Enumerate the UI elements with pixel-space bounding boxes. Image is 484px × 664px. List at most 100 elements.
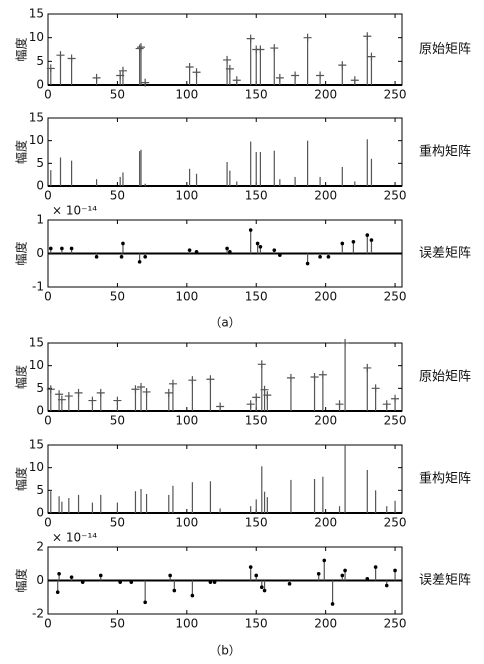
y-tick-label: 15 [29,438,44,452]
stem-marker [316,572,321,576]
stem-marker [141,78,150,87]
stem-marker [275,73,284,82]
x-tick-label: 150 [245,88,268,102]
stem [343,568,347,581]
x-tick-label: 200 [314,290,337,304]
stem [194,250,199,254]
stem-marker [69,575,74,579]
stem [330,580,335,606]
stem-marker [69,246,74,251]
stem-marker [168,379,177,388]
stem-marker [216,402,225,411]
stem-marker [248,565,253,569]
x-tick-label: 0 [44,290,52,304]
stem-marker [172,588,177,593]
y-tick-label: 0 [36,573,44,587]
y-tick-label: 10 [29,30,44,44]
stem-marker [55,590,60,595]
stem-marker [121,241,125,246]
stem [67,54,76,85]
stem [258,245,263,254]
x-tick-label: 0 [44,516,52,530]
stem [246,400,255,411]
stem [96,388,105,411]
stem [118,580,122,584]
stem [88,396,97,411]
stem-marker [340,573,345,578]
stem [248,565,253,581]
stem [143,580,147,605]
stem [80,580,85,584]
stem-marker [119,255,124,259]
stem [192,68,201,85]
y-tick-label: 10 [29,460,44,474]
stem [252,45,261,85]
stem-marker [278,253,282,257]
y-tick-label: -1 [32,280,44,294]
x-tick-label: 50 [110,617,125,631]
stem [55,390,64,411]
stem [142,387,151,411]
x-tick-label: 0 [44,88,52,102]
y-axis-label: 幅度 [14,467,29,491]
stem-marker [286,373,295,382]
stem [246,34,255,85]
stem-marker [291,71,300,80]
y-tick-label: 0 [36,506,44,520]
stem-marker [305,261,310,266]
x-tick-label: 150 [245,617,268,631]
stem-marker [46,385,55,394]
stem [248,228,253,254]
stem-marker [310,373,319,381]
stem [363,32,372,85]
stem-marker [303,33,312,42]
stem [131,385,140,411]
side-label: 误差矩阵 [419,246,471,261]
stem [56,51,65,85]
stem [272,248,277,254]
stem [254,573,259,581]
stem [335,400,344,411]
stem-marker [74,388,83,397]
y-tick-label: -2 [32,607,44,621]
x-tick-label: 150 [245,516,268,530]
stem [384,580,389,588]
stem-marker [363,32,372,41]
stem [94,253,99,259]
stem-marker [64,392,73,401]
stem [365,577,370,581]
stem-marker [256,45,265,54]
stem [367,52,376,85]
stem-marker [131,385,140,394]
stem [350,76,359,85]
stem [263,391,272,411]
stem-marker [384,583,389,588]
y-tick-label: 0 [36,179,44,193]
stem [46,64,55,85]
x-tick-label: 50 [110,516,125,530]
stem-marker [142,387,151,396]
stem [223,55,232,85]
stem-marker [118,580,122,584]
stem [232,76,241,85]
stem [57,395,66,411]
y-tick-label: 15 [29,336,44,350]
stem [212,580,217,584]
x-tick-label: 250 [384,617,407,631]
stem [74,388,83,411]
stem-marker [225,64,234,73]
side-label: 重构矩阵 [419,144,471,160]
stem [363,363,372,411]
stem-marker [232,76,241,85]
x-tick-label: 250 [384,88,407,102]
stem-marker [185,63,194,72]
stem [60,246,64,254]
stem-marker [335,400,344,409]
stem [143,253,147,259]
stem [382,400,391,411]
stem-marker [367,52,376,61]
stem-marker [365,233,370,237]
stem-marker [258,245,263,249]
stem [168,379,177,411]
stem [57,572,61,581]
